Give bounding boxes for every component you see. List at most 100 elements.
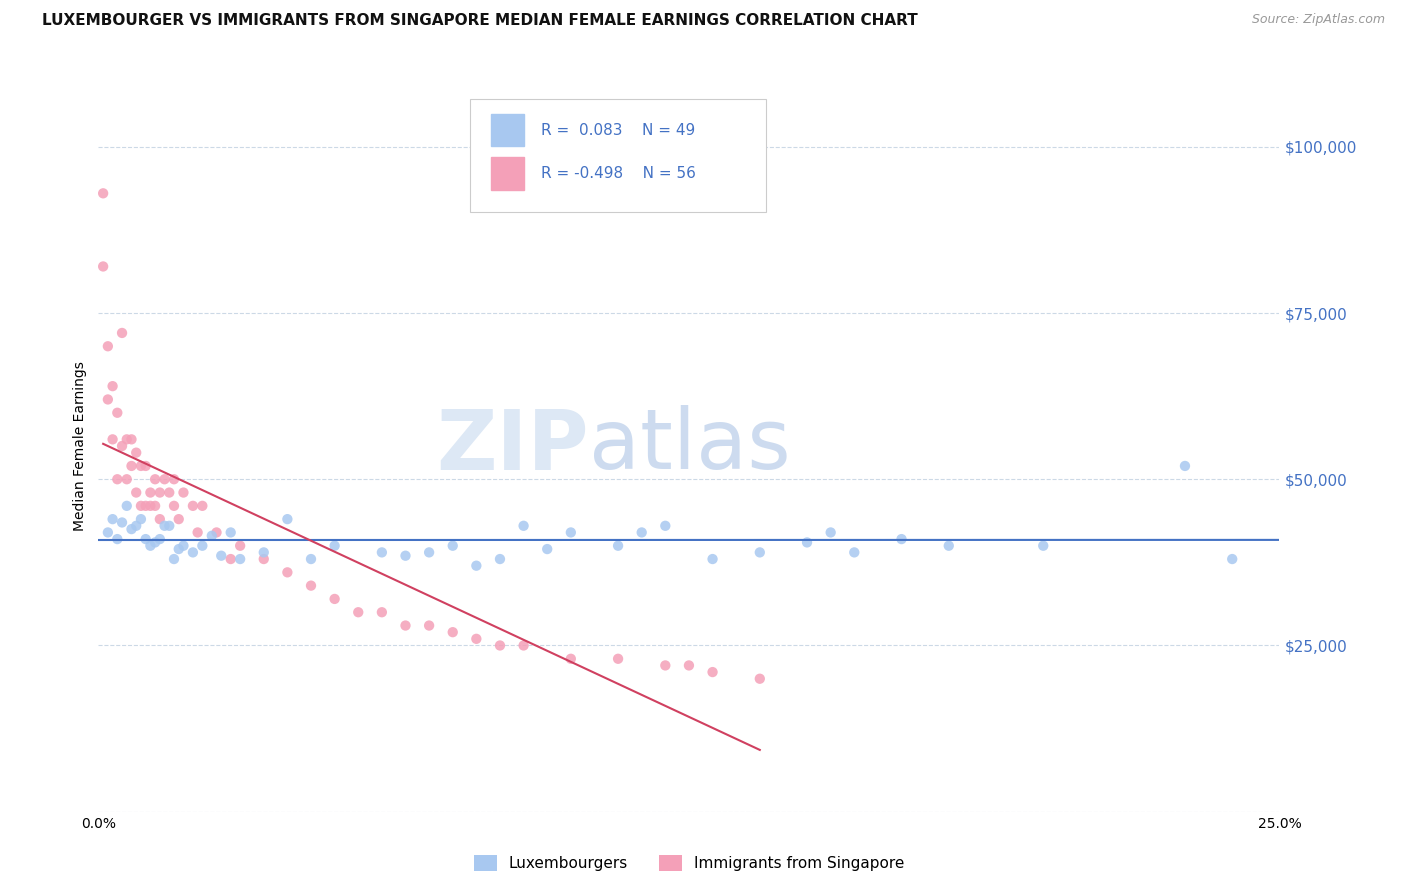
Point [560,652,582,666]
Point [465,632,488,646]
Point [276,566,298,580]
Point [135,499,157,513]
FancyBboxPatch shape [471,99,766,212]
Point [91,186,114,201]
Point [748,545,770,559]
Point [115,472,138,486]
Bar [491,113,523,146]
Point [111,439,134,453]
Y-axis label: Median Female Earnings: Median Female Earnings [73,361,87,531]
Point [512,639,534,653]
Point [172,539,194,553]
Point [139,499,162,513]
Point [394,618,416,632]
Point [105,406,128,420]
Point [253,552,276,566]
Point [135,532,157,546]
Point [125,445,148,459]
Point [205,525,228,540]
Point [129,499,152,513]
Point [418,618,440,632]
Point [101,512,124,526]
Point [323,539,346,553]
Point [702,552,724,566]
Point [163,499,186,513]
Point [229,539,252,553]
Point [149,512,172,526]
Point [129,512,152,526]
Point [105,472,128,486]
Point [163,552,186,566]
Point [441,539,464,553]
Point [125,485,148,500]
Point [97,339,120,353]
Point [153,518,176,533]
Point [181,499,204,513]
Point [607,539,630,553]
Point [101,379,124,393]
Point [536,542,558,557]
Point [371,605,394,619]
Point [91,260,114,274]
Point [163,472,186,486]
Point [489,552,512,566]
Point [167,542,190,557]
Point [209,549,232,563]
Point [560,525,582,540]
Point [97,392,120,407]
Point [441,625,464,640]
Point [167,512,190,526]
Point [820,525,842,540]
Point [191,539,214,553]
Point [143,499,166,513]
Point [97,525,120,540]
Text: atlas: atlas [589,406,790,486]
Text: Source: ZipAtlas.com: Source: ZipAtlas.com [1251,13,1385,27]
Point [129,458,152,473]
Text: R = -0.498    N = 56: R = -0.498 N = 56 [541,167,696,181]
Point [489,639,512,653]
Point [748,672,770,686]
Bar [491,158,523,190]
Point [125,518,148,533]
Point [143,472,166,486]
Point [299,552,322,566]
Point [135,458,157,473]
Point [938,539,960,553]
Point [105,532,128,546]
Point [796,535,818,549]
Point [1174,458,1197,473]
Point [678,658,700,673]
Point [121,522,143,536]
Point [465,558,488,573]
Text: ZIP: ZIP [436,406,589,486]
Point [143,535,166,549]
Point [191,499,214,513]
Point [115,499,138,513]
Point [153,472,176,486]
Point [149,485,172,500]
Point [394,549,416,563]
Point [101,433,124,447]
Point [219,525,242,540]
Point [115,433,138,447]
Point [299,579,322,593]
Point [139,539,162,553]
Point [890,532,912,546]
Point [418,545,440,559]
Point [121,458,143,473]
Point [702,665,724,679]
Point [371,545,394,559]
Point [121,433,143,447]
Point [181,545,204,559]
Text: R =  0.083    N = 49: R = 0.083 N = 49 [541,122,696,137]
Point [347,605,370,619]
Point [172,485,194,500]
Point [1220,552,1243,566]
Point [201,529,224,543]
Point [607,652,630,666]
Point [149,532,172,546]
Point [512,518,534,533]
Point [157,485,180,500]
Point [323,591,346,606]
